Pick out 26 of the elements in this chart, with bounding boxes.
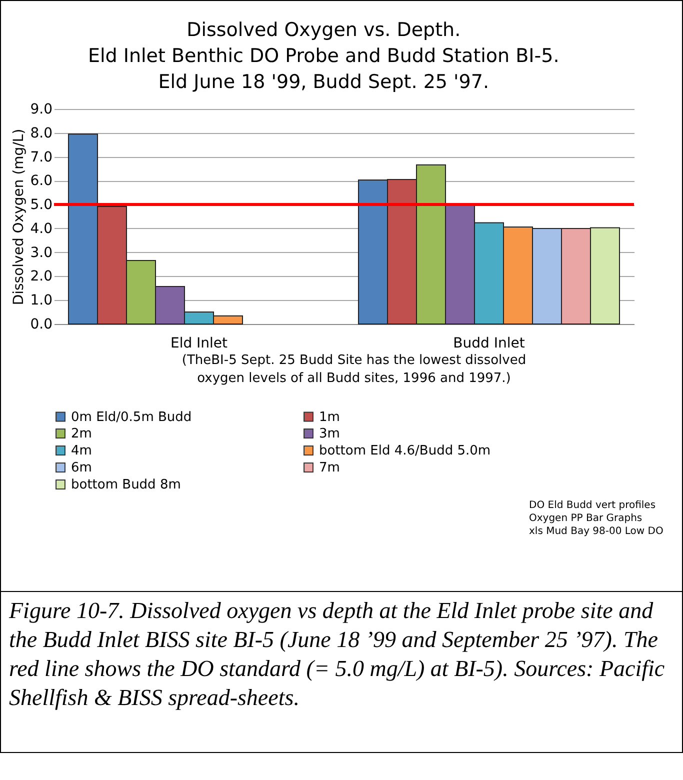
legend-label: 7m xyxy=(319,460,340,476)
y-tick-label: 9.0 xyxy=(30,102,52,118)
legend-label: 4m xyxy=(71,444,92,458)
y-tick-label: 7.0 xyxy=(30,149,52,166)
chart-title: Dissolved Oxygen vs. Depth. Eld Inlet Benthic DO Probe and Budd Station BI-5. Eld June 18 '99, Budd Sept. 25 '97. xyxy=(88,19,560,93)
y-tick-label: 5.0 xyxy=(30,197,52,214)
text: DO Eld Budd vert profiles Oxygen PP Bar Graphs xls Mud Bay 98-00 Low DO xyxy=(529,499,664,538)
y-tick-label: 2.0 xyxy=(30,268,52,285)
legend-label: bottom Eld 4.6/Budd 5.0m xyxy=(319,444,491,458)
y-tick-label: 0.0 xyxy=(30,316,52,332)
y-axis-title: Dissolved Oxygen (mg/L) xyxy=(11,128,28,306)
x-tick-label: Budd Inlet xyxy=(453,336,526,352)
legend-label: 6m xyxy=(71,460,92,476)
text: (TheBI-5 Sept. 25 Budd Site has the lowest dissolved oxygen levels of all Budd sites, 1996 and 1997.) xyxy=(182,353,526,386)
legend-label: 3m xyxy=(319,426,340,442)
legend-label: 2m xyxy=(71,426,92,442)
y-tick-label: 8.0 xyxy=(30,125,52,142)
caption: Figure 10-7. Dissolved oxygen vs depth at the Eld Inlet probe site and the Budd Inlet BISS site BI-5 (June 18 ’99 and September 25 ’97). The red line shows the DO standard (= 5.0 mg/L) at BI-5). Sources: Pacific Shellfish & BISS spread-sheets. xyxy=(8,597,666,712)
legend-label: 0m Eld/0.5m Budd xyxy=(71,410,192,425)
y-tick-label: 4.0 xyxy=(30,220,52,237)
y-tick-label: 6.0 xyxy=(30,173,52,190)
y-tick-label: 1.0 xyxy=(30,292,52,309)
y-tick-label: 3.0 xyxy=(30,244,52,261)
legend-label: 1m xyxy=(319,410,340,425)
legend-label: bottom Budd 8m xyxy=(71,478,181,492)
x-tick-label: Eld Inlet xyxy=(170,336,228,352)
